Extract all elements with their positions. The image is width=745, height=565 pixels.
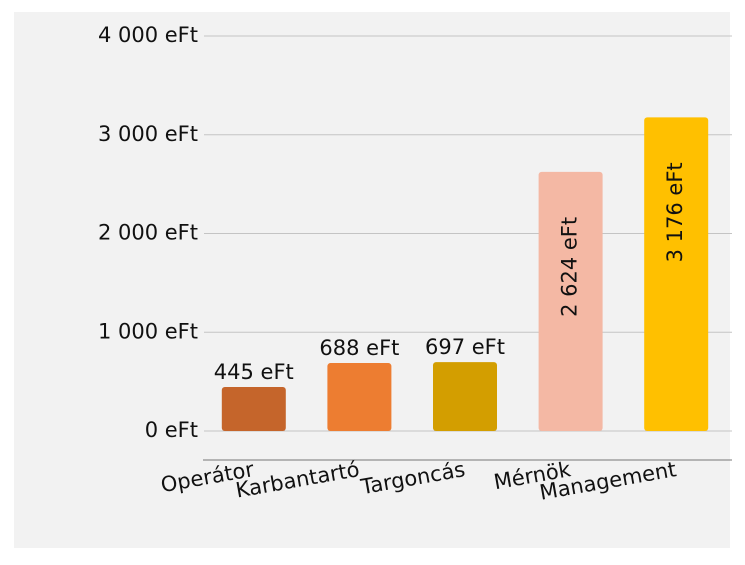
chart-background xyxy=(14,12,730,548)
bar xyxy=(433,362,497,431)
y-tick-label: 2 000 eFt xyxy=(98,221,198,245)
bar xyxy=(221,387,286,431)
data-label: 3 176 eFt xyxy=(663,162,687,262)
y-tick-label: 1 000 eFt xyxy=(98,319,198,343)
y-tick-label: 0 eFt xyxy=(145,418,198,442)
data-label: 697 eFt xyxy=(425,335,505,359)
bar xyxy=(327,363,392,431)
bar xyxy=(538,171,603,431)
data-label: 2 624 eFt xyxy=(558,217,582,317)
y-tick-label: 4 000 eFt xyxy=(98,23,198,47)
data-label: 688 eFt xyxy=(319,336,399,360)
data-label: 445 eFt xyxy=(214,360,294,384)
bar xyxy=(644,117,709,432)
y-tick-label: 3 000 eFt xyxy=(98,122,198,146)
